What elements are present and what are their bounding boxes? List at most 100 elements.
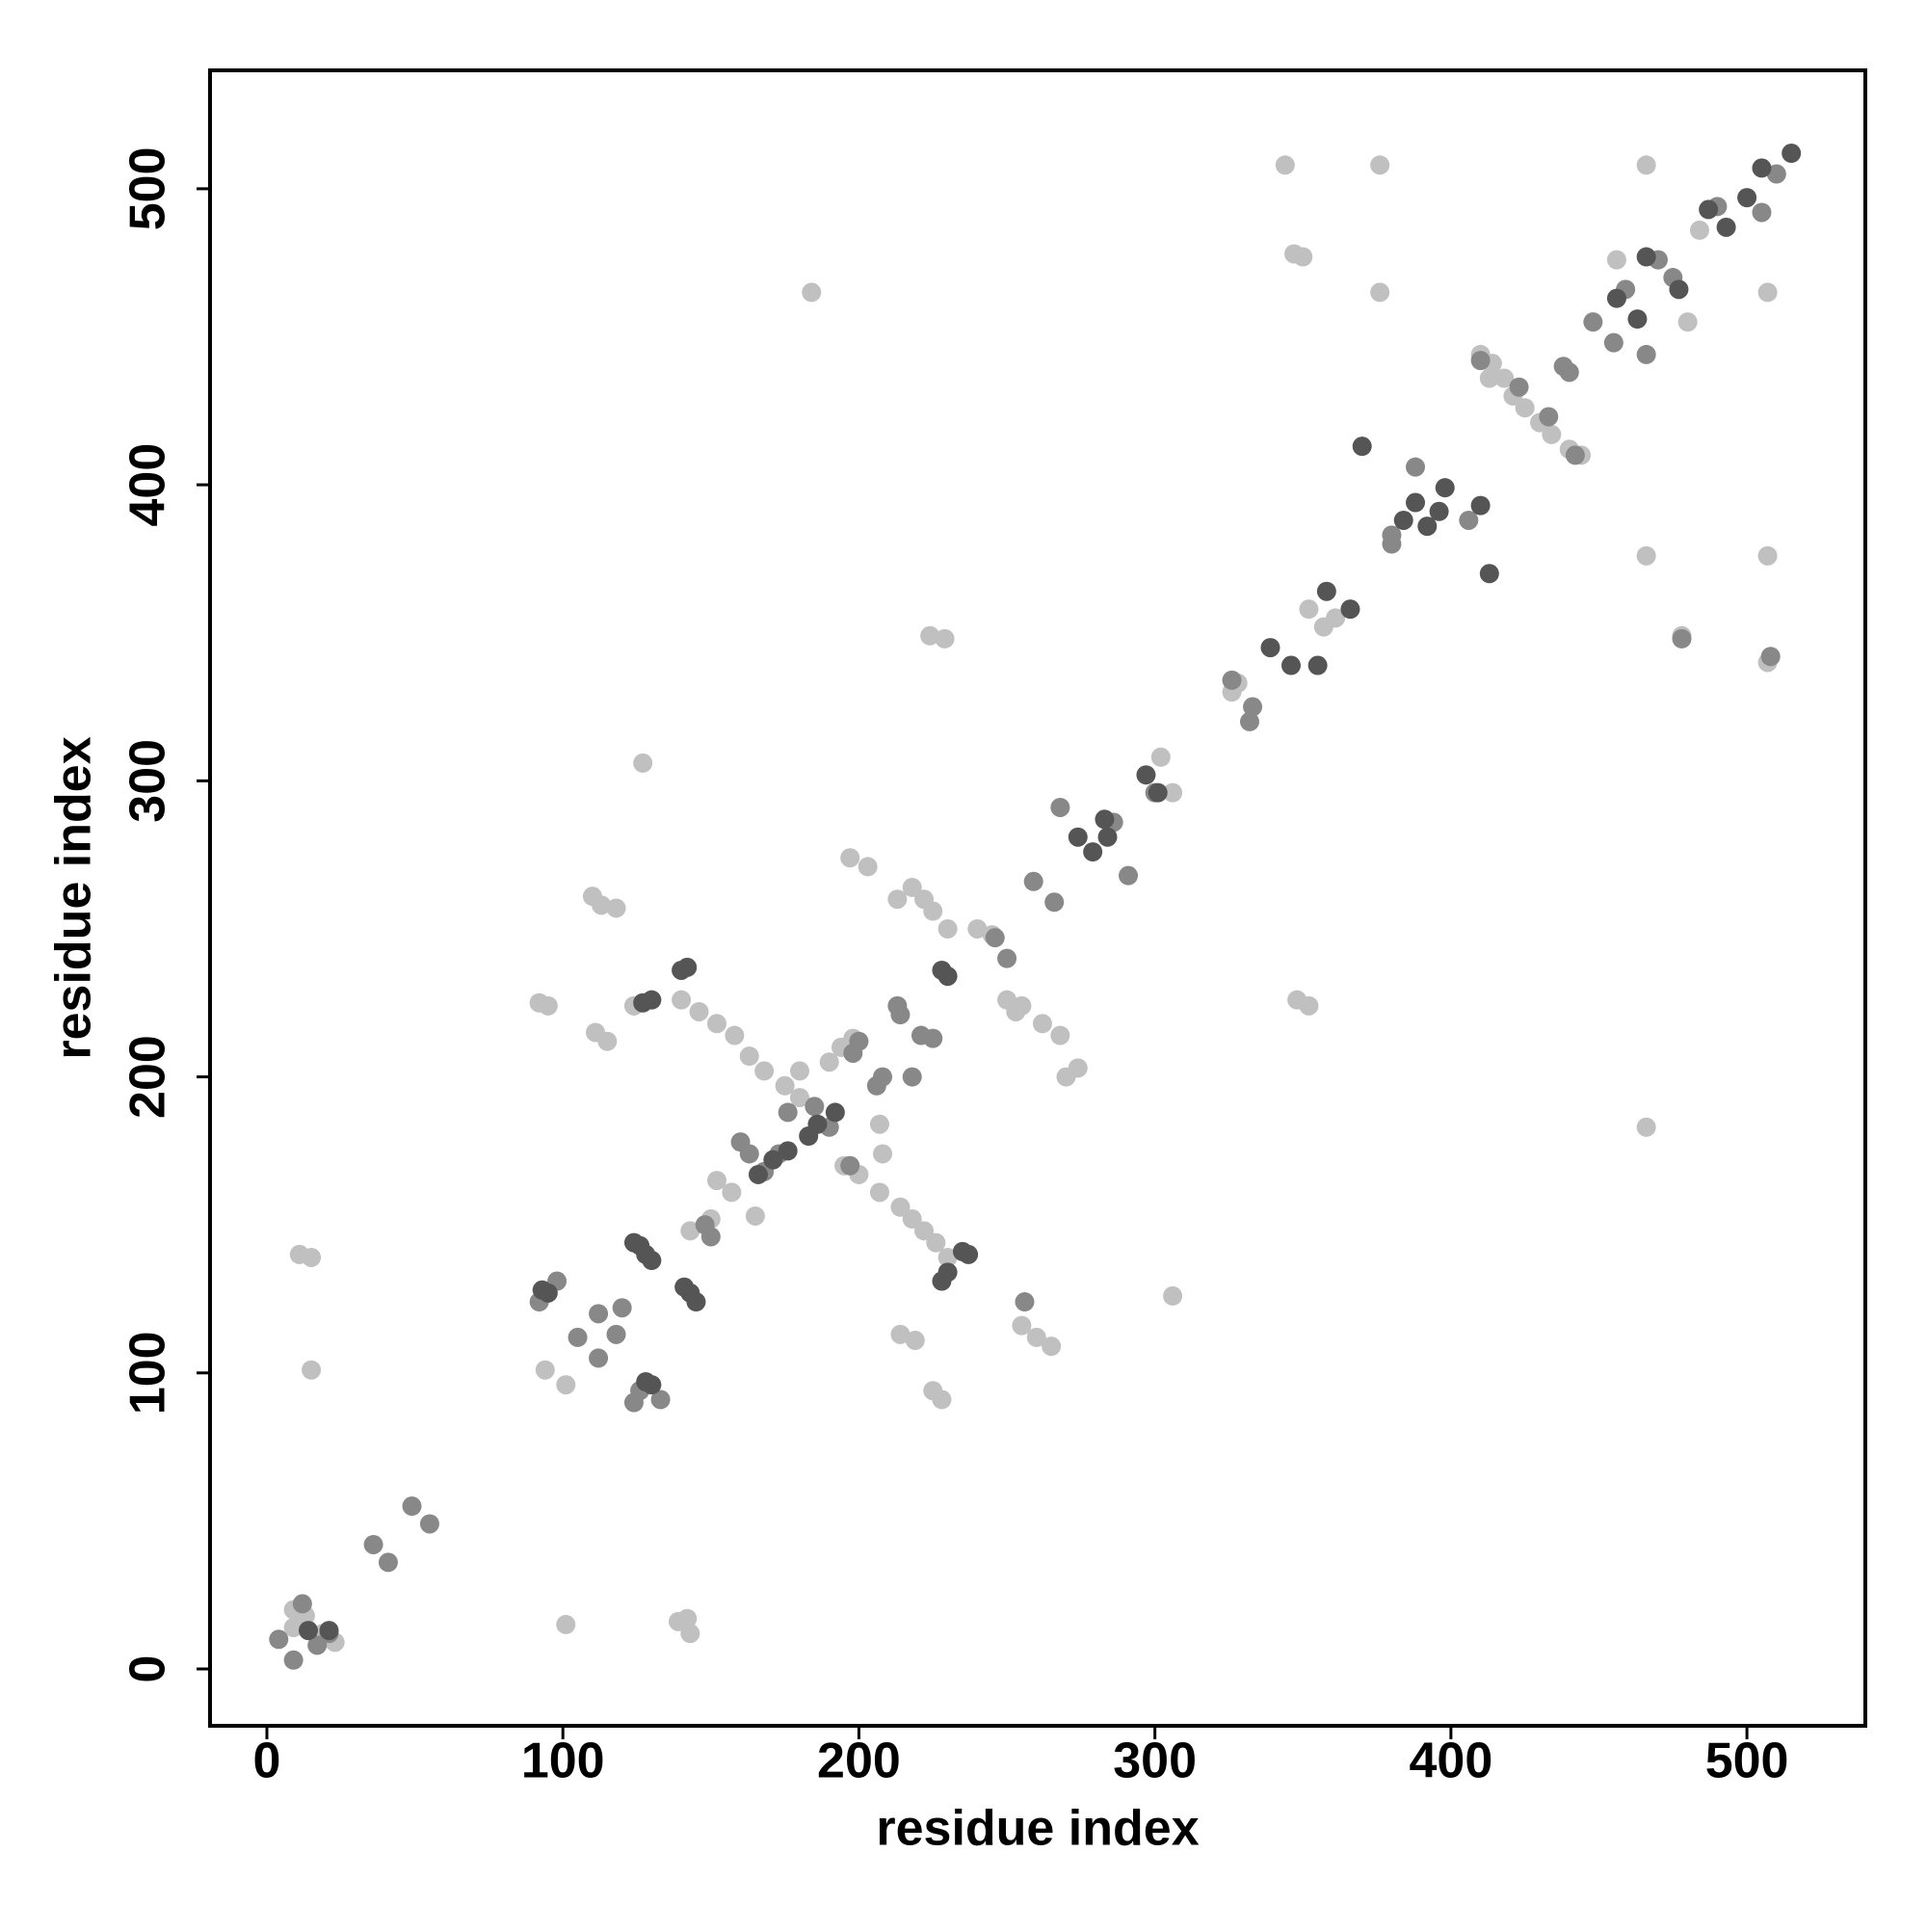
point bbox=[1382, 525, 1402, 545]
point bbox=[1095, 809, 1115, 830]
point bbox=[623, 1232, 644, 1253]
point bbox=[1023, 871, 1043, 891]
point bbox=[1766, 164, 1786, 184]
point bbox=[1417, 516, 1438, 537]
y-tick-label: 100 bbox=[120, 1331, 176, 1415]
point bbox=[1280, 655, 1301, 675]
point bbox=[1148, 782, 1168, 803]
point bbox=[292, 1594, 312, 1614]
point bbox=[1293, 247, 1313, 267]
point bbox=[725, 1025, 745, 1045]
y-tick-label: 500 bbox=[120, 147, 176, 231]
y-axis-label: residue index bbox=[46, 736, 102, 1059]
point bbox=[739, 1144, 759, 1164]
point bbox=[1606, 250, 1626, 270]
point bbox=[923, 1028, 943, 1048]
point bbox=[302, 1360, 322, 1380]
point bbox=[775, 1075, 795, 1096]
point bbox=[937, 918, 958, 939]
point bbox=[1316, 581, 1336, 601]
point bbox=[1006, 1001, 1026, 1021]
point bbox=[1083, 842, 1103, 862]
x-axis-label: residue index bbox=[876, 1801, 1199, 1857]
point bbox=[825, 1102, 845, 1123]
point bbox=[1494, 368, 1515, 388]
x-tick-label: 400 bbox=[1410, 1734, 1493, 1789]
point bbox=[680, 1624, 700, 1644]
point bbox=[677, 1608, 698, 1628]
point bbox=[866, 1075, 886, 1096]
point bbox=[378, 1552, 398, 1573]
point bbox=[869, 1182, 889, 1203]
point bbox=[363, 1534, 383, 1554]
point bbox=[858, 857, 878, 877]
point bbox=[1760, 647, 1781, 667]
point bbox=[1050, 1025, 1070, 1045]
point bbox=[722, 1182, 742, 1203]
point bbox=[932, 1389, 952, 1410]
point bbox=[1150, 747, 1171, 767]
point bbox=[689, 1001, 709, 1021]
point bbox=[538, 995, 558, 1016]
point bbox=[890, 1324, 911, 1344]
point bbox=[612, 1298, 632, 1318]
point bbox=[1636, 344, 1656, 364]
point bbox=[402, 1496, 422, 1517]
point bbox=[1026, 1327, 1046, 1347]
point bbox=[1406, 457, 1426, 477]
point bbox=[1716, 217, 1736, 237]
point bbox=[1782, 144, 1802, 164]
point bbox=[686, 1292, 706, 1312]
point bbox=[1636, 247, 1656, 267]
x-tick-label: 200 bbox=[817, 1734, 901, 1789]
point bbox=[840, 1155, 860, 1176]
point bbox=[843, 1043, 863, 1063]
point bbox=[1119, 865, 1139, 886]
point bbox=[985, 928, 1005, 948]
point bbox=[650, 1389, 671, 1410]
point bbox=[1299, 599, 1319, 620]
point bbox=[802, 282, 822, 303]
point bbox=[1636, 155, 1656, 175]
point bbox=[902, 877, 922, 897]
point bbox=[1370, 282, 1390, 303]
point bbox=[283, 1618, 304, 1638]
point bbox=[1243, 697, 1263, 717]
point bbox=[1299, 995, 1319, 1016]
point bbox=[905, 1330, 925, 1350]
point bbox=[1677, 312, 1698, 332]
point bbox=[789, 1061, 809, 1081]
point bbox=[1042, 1337, 1062, 1357]
point bbox=[1222, 670, 1242, 690]
plot-frame bbox=[208, 68, 1867, 1728]
point bbox=[1068, 1058, 1088, 1078]
point bbox=[1539, 407, 1559, 427]
point bbox=[672, 990, 692, 1010]
point bbox=[745, 1205, 765, 1226]
point bbox=[597, 1031, 618, 1051]
point bbox=[302, 1247, 322, 1267]
point bbox=[778, 1141, 798, 1161]
point bbox=[606, 898, 626, 918]
point bbox=[1757, 545, 1778, 566]
point bbox=[319, 1621, 339, 1641]
point bbox=[706, 1014, 726, 1034]
point bbox=[283, 1650, 304, 1670]
point bbox=[887, 889, 908, 910]
point bbox=[1239, 711, 1259, 731]
point bbox=[592, 895, 612, 915]
point bbox=[967, 918, 988, 939]
point bbox=[589, 1304, 609, 1324]
point bbox=[1352, 437, 1372, 457]
point bbox=[556, 1375, 576, 1395]
point bbox=[1260, 638, 1280, 658]
point bbox=[1044, 892, 1065, 913]
point bbox=[538, 1283, 558, 1303]
y-tick-label: 300 bbox=[120, 739, 176, 823]
point bbox=[1757, 282, 1778, 303]
point bbox=[914, 1221, 935, 1241]
point bbox=[920, 625, 940, 646]
point bbox=[672, 960, 692, 980]
point bbox=[1479, 564, 1499, 584]
